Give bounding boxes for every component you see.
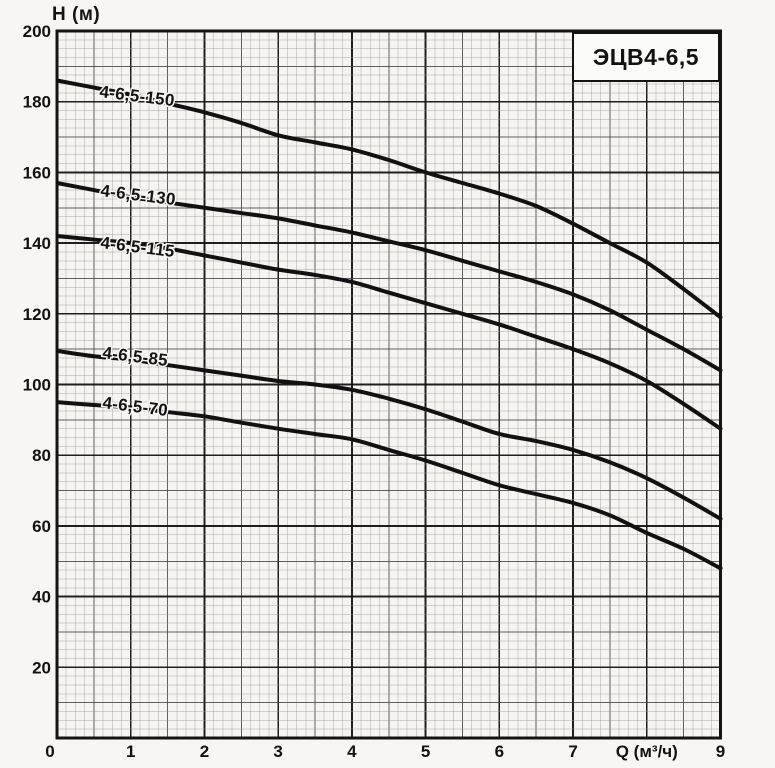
y-tick-label: 80	[32, 446, 51, 465]
x-tick-label: 1	[126, 742, 135, 761]
y-tick-label: 200	[23, 22, 51, 41]
curve-4-6-5-150	[56, 78, 723, 320]
x-tick-label: 7	[568, 742, 577, 761]
curve-4-6-5-70	[56, 400, 723, 571]
x-tick-label: 2	[200, 742, 209, 761]
x-tick-label: 9	[716, 742, 725, 761]
x-tick-label: 0	[45, 742, 54, 761]
y-tick-label: 160	[23, 163, 51, 182]
curve-4-6-5-115	[56, 234, 723, 431]
curve-4-6-5-85	[56, 348, 723, 521]
y-tick-label: 120	[23, 305, 51, 324]
y-tick-label: 180	[23, 93, 51, 112]
x-axis-unit-label: Q (м³/ч)	[616, 742, 678, 761]
y-tick-label: 60	[32, 517, 51, 536]
x-tick-label: 3	[273, 742, 282, 761]
pump-model-title-box: ЭЦВ4-6,5	[572, 32, 720, 82]
x-tick-label: 5	[421, 742, 430, 761]
y-tick-label: 140	[23, 234, 51, 253]
y-axis-title: Н (м)	[52, 4, 101, 25]
x-tick-label: 4	[347, 742, 357, 761]
y-tick-label: 40	[32, 588, 51, 607]
plot-border	[55, 29, 722, 740]
y-tick-label: 100	[23, 376, 51, 395]
x-tick-label: 6	[495, 742, 504, 761]
y-tick-label: 20	[32, 658, 51, 677]
curve-4-6-5-130	[56, 181, 723, 373]
